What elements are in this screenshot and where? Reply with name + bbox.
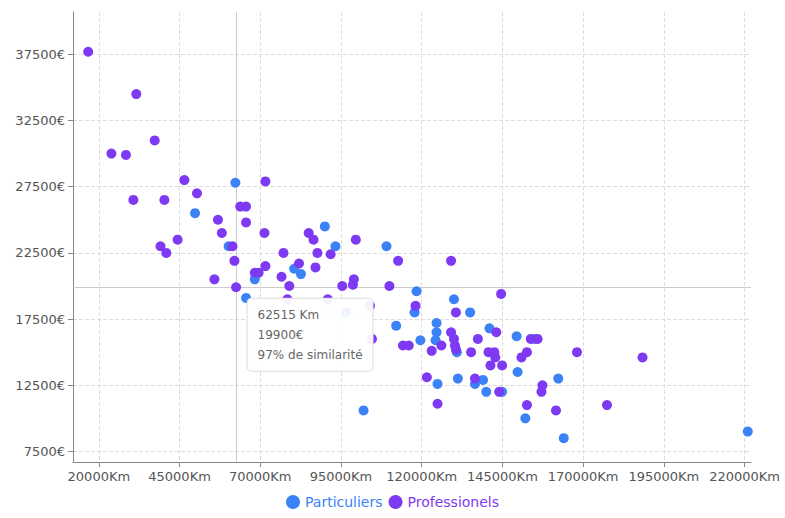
svg-text:120000Km: 120000Km: [386, 469, 457, 484]
svg-text:37500€: 37500€: [15, 47, 65, 62]
svg-text:20000Km: 20000Km: [68, 469, 131, 484]
svg-text:170000Km: 170000Km: [548, 469, 619, 484]
svg-text:70000Km: 70000Km: [229, 469, 292, 484]
svg-text:17500€: 17500€: [15, 312, 65, 327]
svg-text:22500€: 22500€: [15, 245, 65, 260]
svg-text:7500€: 7500€: [24, 444, 65, 459]
svg-text:12500€: 12500€: [15, 378, 65, 393]
svg-text:Particuliers: Particuliers: [305, 494, 383, 510]
svg-text:62515 Km: 62515 Km: [258, 308, 320, 322]
svg-text:Professionels: Professionels: [408, 494, 499, 510]
svg-text:145000Km: 145000Km: [467, 469, 538, 484]
svg-text:95000Km: 95000Km: [310, 469, 373, 484]
svg-text:45000Km: 45000Km: [148, 469, 211, 484]
svg-text:27500€: 27500€: [15, 179, 65, 194]
svg-text:19900€: 19900€: [258, 328, 304, 342]
svg-text:97% de similarité: 97% de similarité: [258, 348, 363, 362]
svg-text:195000Km: 195000Km: [628, 469, 699, 484]
svg-text:32500€: 32500€: [15, 113, 65, 128]
svg-text:220000Km: 220000Km: [709, 469, 780, 484]
